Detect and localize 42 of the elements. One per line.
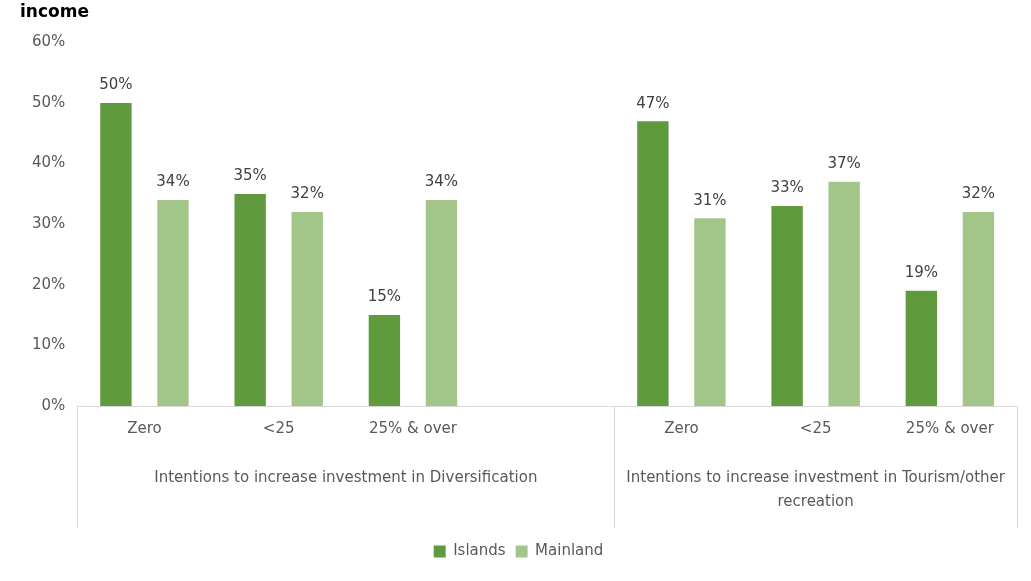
data-label: 19% bbox=[904, 263, 939, 282]
x-tick-label: Zero bbox=[664, 418, 699, 437]
x-tick-label: <25 bbox=[262, 418, 295, 437]
legend-label: Mainland bbox=[535, 541, 604, 560]
chart-title: income bbox=[20, 0, 89, 21]
bar bbox=[962, 212, 995, 406]
y-tick-label: 10% bbox=[32, 335, 66, 354]
text: Intentions to increase investment in Diversification bbox=[154, 467, 538, 486]
bar bbox=[368, 315, 401, 406]
data-label: 37% bbox=[827, 154, 861, 173]
data-label: 31% bbox=[693, 190, 727, 209]
y-tick-label: 0% bbox=[41, 395, 66, 414]
y-tick-label: 40% bbox=[32, 153, 66, 172]
bar bbox=[694, 218, 726, 406]
data-label: 34% bbox=[156, 172, 190, 191]
bar bbox=[637, 121, 669, 406]
bar bbox=[100, 103, 132, 406]
bar bbox=[234, 193, 266, 406]
y-tick-label: 20% bbox=[32, 274, 66, 293]
text: Intentions to increase investment in Tourism/other recreation bbox=[626, 467, 1006, 510]
x-tick-label: Zero bbox=[127, 418, 162, 437]
data-label: 33% bbox=[770, 178, 804, 197]
bar bbox=[905, 290, 938, 406]
x-tick-label: 25% & over bbox=[368, 418, 458, 437]
data-label: 47% bbox=[636, 93, 670, 112]
bar bbox=[828, 181, 860, 406]
y-tick-label: 60% bbox=[32, 32, 66, 51]
data-label: 15% bbox=[367, 287, 402, 306]
bar bbox=[157, 199, 189, 406]
y-tick-label: 30% bbox=[32, 214, 66, 233]
bar bbox=[291, 212, 323, 406]
data-label: 35% bbox=[233, 166, 267, 185]
x-tick-label: <25 bbox=[799, 418, 832, 437]
data-label: 50% bbox=[99, 75, 133, 94]
legend-label: Islands bbox=[453, 541, 506, 560]
data-label: 34% bbox=[424, 172, 459, 191]
bar bbox=[425, 199, 458, 406]
data-label: 32% bbox=[961, 184, 996, 203]
bar bbox=[771, 206, 803, 406]
data-label: 32% bbox=[290, 184, 324, 203]
y-tick-label: 50% bbox=[32, 92, 66, 111]
x-tick-label: 25% & over bbox=[905, 418, 995, 437]
